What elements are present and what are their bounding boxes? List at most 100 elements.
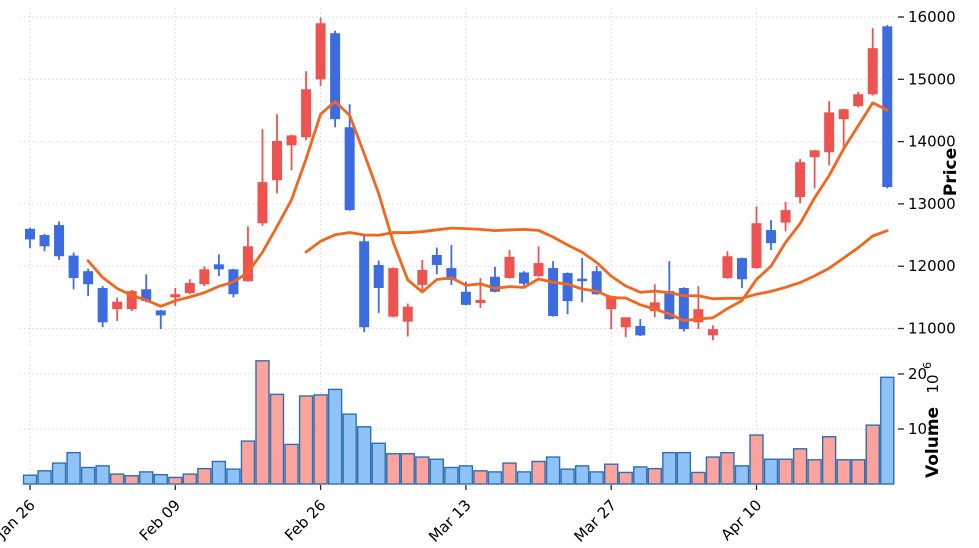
- candle-body: [591, 271, 602, 295]
- candle-body: [242, 246, 253, 282]
- price-tick-label: 12000: [908, 257, 956, 275]
- candle-7: [126, 289, 137, 312]
- candle-37: [562, 272, 573, 315]
- volume-bar-35: [531, 460, 546, 485]
- candle-body: [882, 26, 893, 188]
- candle-34: [519, 271, 530, 286]
- candle-1: [39, 233, 50, 252]
- candle-16: [257, 129, 268, 226]
- volume-bar-53: [792, 448, 808, 485]
- volume-bar-59: [880, 376, 895, 485]
- candle-body: [170, 294, 181, 298]
- x-tick-label: Feb 09: [136, 496, 184, 544]
- candle-body: [25, 228, 35, 240]
- volume-bar-46: [691, 471, 706, 485]
- candle-42: [635, 319, 646, 336]
- candle-2: [54, 221, 65, 260]
- candle-body: [548, 268, 559, 317]
- volume-bar-22: [342, 413, 357, 485]
- volume-bar-17: [269, 393, 285, 485]
- candle-43: [649, 284, 660, 318]
- candle-body: [431, 254, 442, 265]
- volume-bar-42: [633, 466, 648, 485]
- volume-bar-24: [371, 442, 386, 485]
- candle-52: [780, 202, 791, 232]
- volume-bar-44: [662, 451, 677, 485]
- volume-bar-40: [604, 463, 619, 485]
- ma-20-line: [304, 226, 889, 301]
- candle-body: [388, 268, 399, 317]
- candle-body: [373, 264, 384, 289]
- volume-bar-49: [734, 465, 750, 485]
- candle-body: [606, 296, 617, 310]
- volume-bar-43: [647, 467, 662, 485]
- volume-bar-25: [386, 453, 401, 485]
- ma-5-line: [86, 100, 889, 323]
- candle-41: [620, 317, 631, 338]
- candle-6: [112, 297, 123, 322]
- candle-56: [838, 108, 849, 148]
- candle-19: [301, 71, 312, 141]
- volume-bar-56: [836, 459, 851, 485]
- volume-bar-7: [124, 475, 139, 485]
- volume-bar-26: [400, 453, 415, 485]
- x-tick-label: Mar 13: [425, 496, 475, 546]
- volume-bar-58: [865, 424, 880, 485]
- volume-axis-label: Volume 10 6: [921, 362, 943, 478]
- candle-44: [664, 261, 675, 320]
- volume-bar-9: [153, 473, 168, 485]
- candle-body: [722, 256, 733, 279]
- x-tick-label: Mar 27: [570, 496, 620, 546]
- candle-body: [286, 135, 297, 146]
- candle-body: [83, 271, 94, 285]
- volume-bar-41: [618, 471, 633, 485]
- candle-53: [795, 159, 806, 204]
- price-tick-label: 14000: [908, 133, 956, 151]
- candle-50: [751, 206, 762, 269]
- candle-0: [25, 227, 35, 249]
- candle-body: [664, 291, 675, 320]
- volume-bar-11: [182, 473, 198, 485]
- candle-38: [577, 258, 588, 303]
- candle-body: [693, 309, 704, 323]
- candle-26: [402, 303, 413, 337]
- candle-body: [707, 329, 718, 336]
- candle-body: [867, 48, 878, 95]
- price-tick-label: 16000: [908, 8, 956, 26]
- candle-36: [548, 261, 559, 317]
- candle-body: [344, 127, 355, 211]
- candle-27: [417, 259, 428, 293]
- volume-axis-multiplier-exponent: 6: [921, 362, 934, 369]
- candle-body: [213, 264, 224, 270]
- candle-23: [359, 235, 370, 333]
- candle-body: [39, 235, 50, 247]
- candle-body: [649, 302, 660, 312]
- volume-bar-20: [313, 394, 328, 485]
- x-tick-label: Jan 26: [0, 496, 39, 543]
- candle-13: [213, 254, 224, 277]
- candle-25: [388, 267, 399, 318]
- candle-body: [402, 306, 413, 322]
- volume-bar-57: [851, 459, 866, 485]
- candle-10: [170, 288, 181, 307]
- price-tick-label: 13000: [908, 195, 956, 213]
- candle-body: [766, 230, 777, 244]
- volume-bar-39: [589, 471, 604, 485]
- volume-bar-32: [487, 471, 503, 485]
- volume-bar-13: [211, 460, 227, 485]
- candle-49: [736, 257, 747, 289]
- volume-bar-6: [109, 473, 125, 485]
- candle-9: [155, 309, 166, 330]
- candle-21: [330, 30, 341, 128]
- candle-body: [824, 112, 835, 153]
- volume-tick-label: 10: [908, 420, 927, 438]
- candle-body: [184, 283, 195, 293]
- volume-bars: [22, 360, 895, 485]
- candle-body: [141, 289, 152, 302]
- volume-bar-28: [429, 458, 445, 485]
- candle-body: [272, 140, 283, 181]
- candle-body: [359, 241, 370, 328]
- candle-28: [431, 247, 442, 275]
- candle-body: [853, 94, 864, 107]
